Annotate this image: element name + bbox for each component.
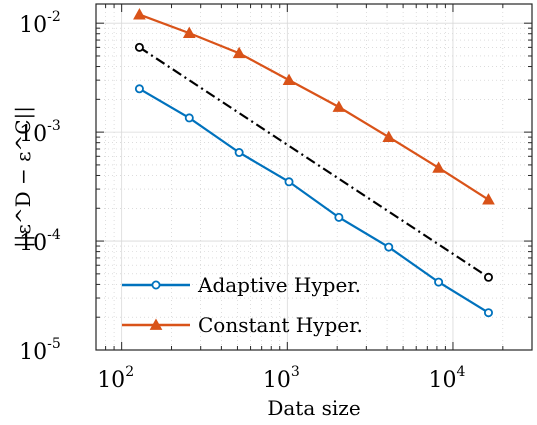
series-1-point xyxy=(482,193,495,205)
y-tick-label: 10-5 xyxy=(19,336,61,365)
legend-label-1: Constant Hyper. xyxy=(198,313,363,337)
reference-slope-point xyxy=(134,42,144,52)
legend-marker-1 xyxy=(149,318,163,330)
y-tick-exponent: -2 xyxy=(47,9,61,25)
series-0-point xyxy=(384,242,394,252)
series-0-point xyxy=(483,308,493,318)
series-0-point xyxy=(284,177,294,187)
y-tick-exponent: -4 xyxy=(47,227,61,243)
series-0-point xyxy=(434,277,444,287)
series-0-point xyxy=(334,212,344,222)
y-axis-label: ||ε^D − ε^C|| xyxy=(11,106,36,248)
series-1-point xyxy=(133,8,146,20)
series-1-point xyxy=(332,100,346,112)
x-tick-label: 104 xyxy=(429,364,466,393)
legend-marker-0 xyxy=(151,280,161,290)
x-tick-label: 103 xyxy=(263,364,300,393)
series-0-point xyxy=(184,113,194,123)
x-tick-exponent: 3 xyxy=(291,364,300,380)
series-1-point xyxy=(282,73,296,86)
reference-slope-line xyxy=(138,46,490,279)
series-1-point xyxy=(182,26,196,39)
x-tick-exponent: 4 xyxy=(457,364,466,380)
y-tick-exponent: -5 xyxy=(47,336,61,352)
y-tick-exponent: -3 xyxy=(47,118,61,134)
legend-label-0: Adaptive Hyper. xyxy=(197,273,361,297)
x-tick-label: 102 xyxy=(97,364,134,393)
y-tick-label: 10-2 xyxy=(19,9,61,38)
x-axis-label: Data size xyxy=(267,396,360,420)
series-0-point xyxy=(234,148,244,158)
x-tick-exponent: 2 xyxy=(125,364,134,380)
series-line-1 xyxy=(139,13,490,201)
series-line-0 xyxy=(138,87,490,314)
series-1-point xyxy=(382,130,396,143)
reference-slope-point xyxy=(483,272,493,282)
series-0-point xyxy=(134,84,144,94)
series-1-point xyxy=(232,46,246,59)
series-1-point xyxy=(432,161,445,173)
y-tick-label: 10-3 xyxy=(19,118,61,147)
plot-frame xyxy=(95,3,533,351)
